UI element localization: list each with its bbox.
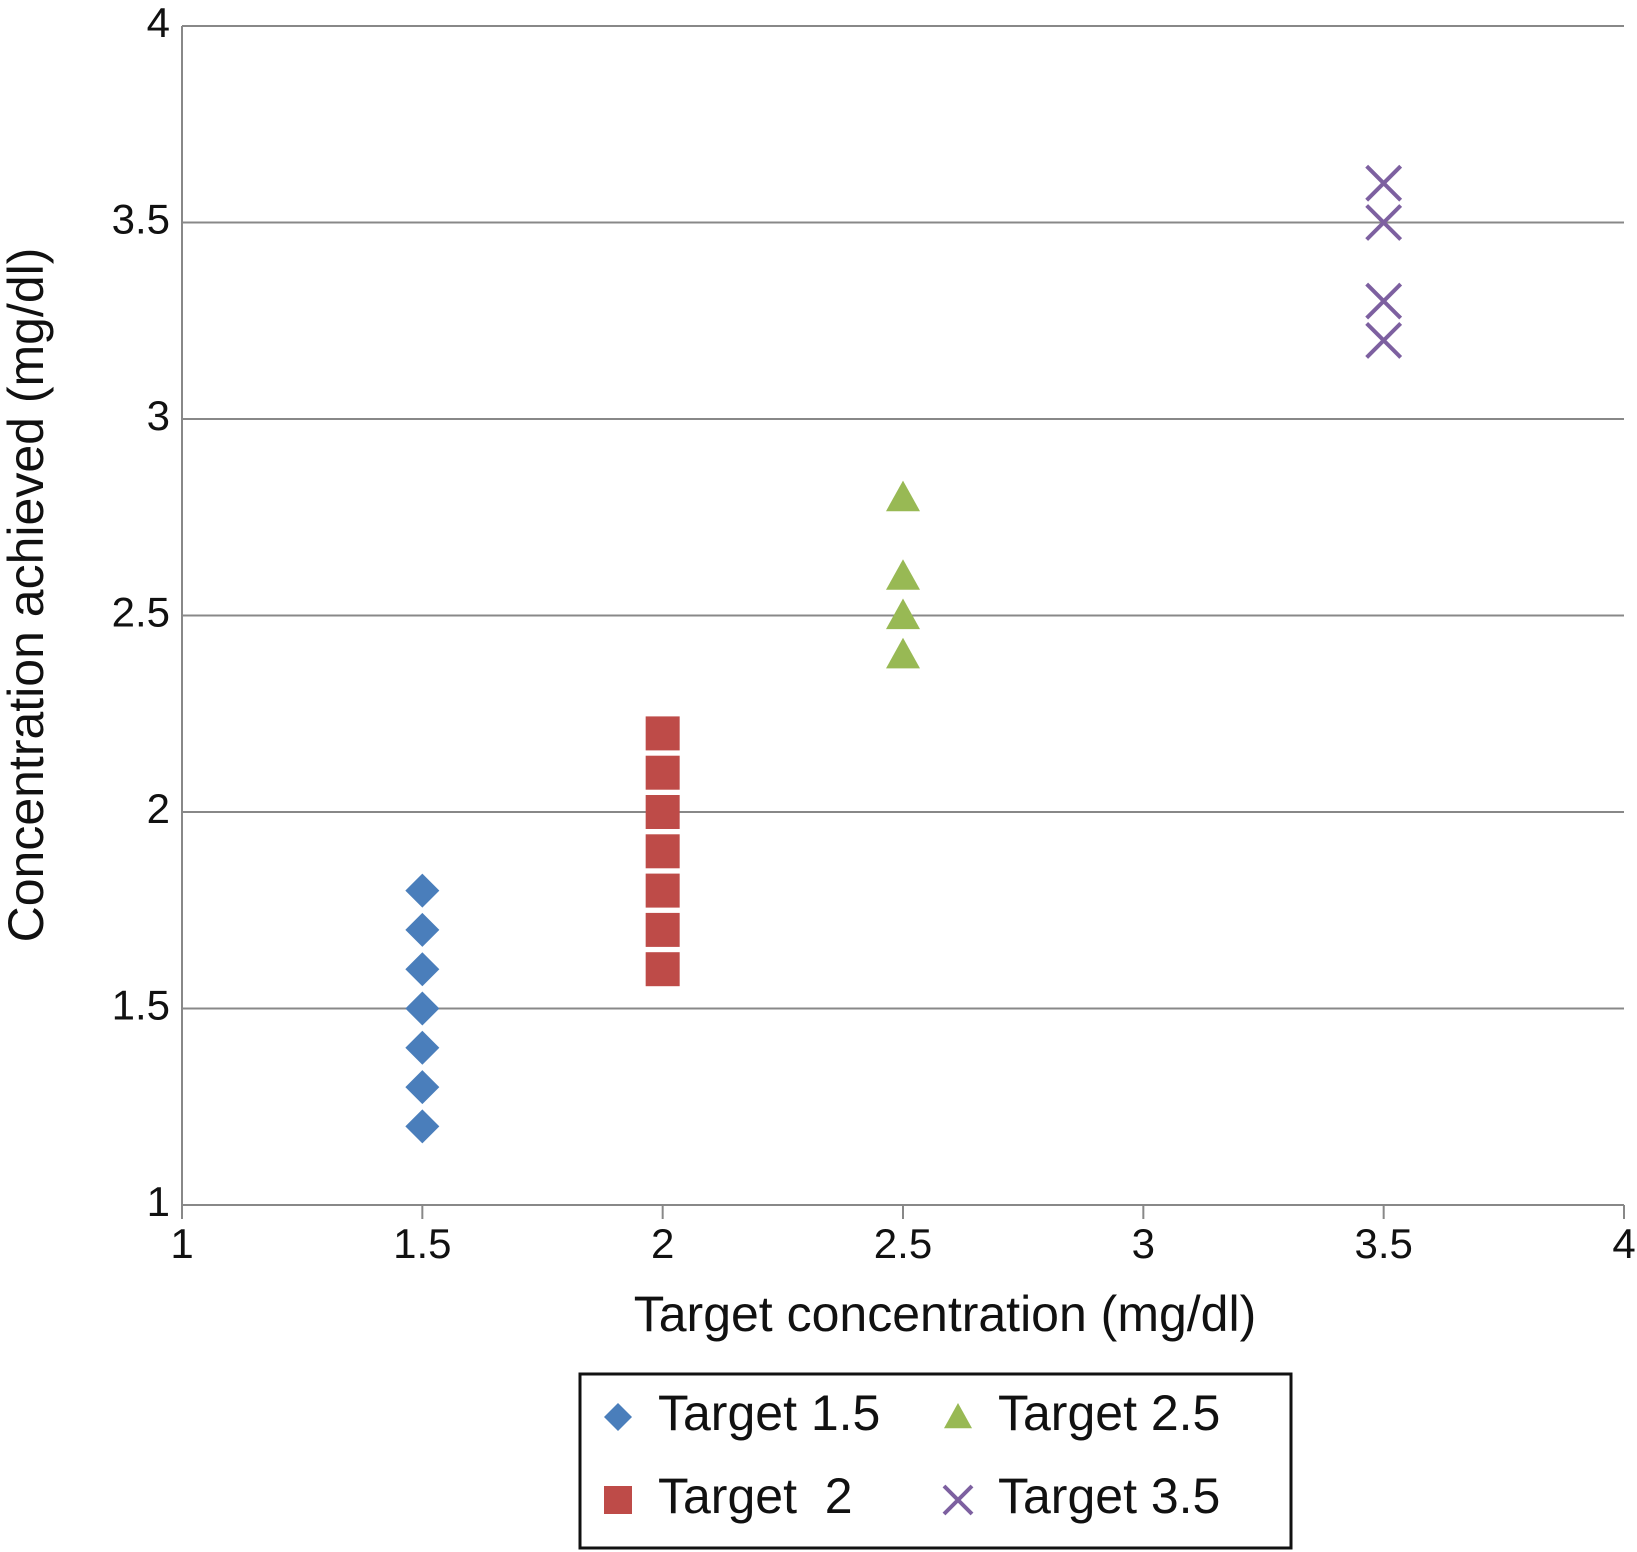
point [405,1109,440,1144]
point [405,952,440,987]
y-tick-label: 4 [147,0,170,46]
point [1365,321,1403,359]
x-tick-label: 1 [170,1220,193,1267]
x-tick-label: 2.5 [874,1220,932,1267]
point [645,755,680,790]
legend-box [578,1372,1293,1550]
x-tick-label: 3.5 [1354,1220,1412,1267]
y-tick-label: 3.5 [112,196,170,243]
point [405,912,440,947]
point [405,991,440,1026]
legend-label: Target 2.5 [998,1385,1220,1441]
point [645,834,680,869]
point [405,873,440,908]
legend-marker [942,1484,974,1516]
legend-marker [604,1486,632,1514]
point [1365,282,1403,320]
legend-label: Target 3.5 [998,1468,1220,1524]
point [886,480,920,512]
legend-label: Target 2 [658,1468,853,1524]
y-tick-label: 3 [147,392,170,439]
x-tick-label: 4 [1612,1220,1635,1267]
point [645,795,680,829]
y-tick-label: 1 [147,1178,170,1225]
point [645,716,680,751]
legend-label: Target 1.5 [658,1385,880,1441]
point [645,912,680,947]
x-tick-label: 2 [651,1220,674,1267]
legend-marker [944,1403,972,1429]
y-tick-label: 2.5 [112,589,170,636]
x-tick-label: 3 [1132,1220,1155,1267]
point [886,637,920,669]
point [405,1030,440,1065]
y-tick-label: 2 [147,785,170,832]
x-tick-label: 1.5 [393,1220,451,1267]
point [645,952,680,987]
point [1365,164,1403,202]
y-axis-title: Concentration achieved (mg/dl) [0,248,54,943]
legend-marker [604,1403,632,1431]
point [405,1070,440,1105]
point [886,598,920,630]
point [886,559,920,590]
point [1365,204,1403,241]
point [645,873,680,908]
y-tick-label: 1.5 [112,982,170,1029]
x-axis-title: Target concentration (mg/dl) [634,1286,1257,1342]
